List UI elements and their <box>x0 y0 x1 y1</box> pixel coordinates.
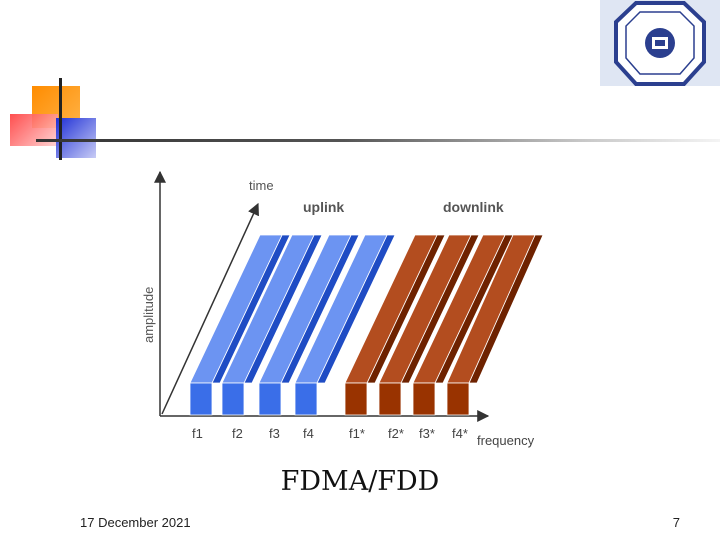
uplink-label: uplink <box>303 199 344 215</box>
uplink-bar-f4 <box>294 234 396 416</box>
title-divider <box>36 139 720 142</box>
uplink-freq-label: f4 <box>303 426 314 441</box>
downlink-freq-label: f3* <box>419 426 435 441</box>
downlink-bar-f3-star <box>412 234 514 416</box>
frequency-axis-label: frequency <box>477 433 535 448</box>
uplink-bar-f2 <box>221 234 323 416</box>
deco-vertical-line <box>59 78 62 160</box>
fdma-fdd-diagram: time amplitude frequency uplink downlink <box>130 160 560 460</box>
footer-date: 17 December 2021 <box>80 515 191 530</box>
amplitude-axis-label: amplitude <box>141 287 156 343</box>
uplink-freq-label: f2 <box>232 426 243 441</box>
time-axis <box>161 202 259 415</box>
time-axis-label: time <box>249 178 274 193</box>
diagram-caption: FDMA/FDD <box>280 466 440 497</box>
uplink-bar-f1 <box>189 234 291 416</box>
uplink-freq-label: f3 <box>269 426 280 441</box>
downlink-bar-f2-star <box>378 234 480 416</box>
downlink-freq-label: f1* <box>349 426 365 441</box>
downlink-bar-f4-star <box>446 234 544 416</box>
downlink-label: downlink <box>443 199 504 215</box>
downlink-freq-label: f2* <box>388 426 404 441</box>
deco-blue-square <box>56 118 96 158</box>
downlink-bar-f1-star <box>344 234 446 416</box>
downlink-bars <box>344 234 544 416</box>
uplink-bar-f3 <box>258 234 360 416</box>
downlink-freq-label: f4* <box>452 426 468 441</box>
uplink-bars <box>189 234 396 416</box>
university-logo <box>600 0 720 86</box>
page-number: 7 <box>672 515 680 530</box>
uplink-freq-label: f1 <box>192 426 203 441</box>
diagram-svg: time amplitude frequency uplink downlink <box>141 170 544 448</box>
